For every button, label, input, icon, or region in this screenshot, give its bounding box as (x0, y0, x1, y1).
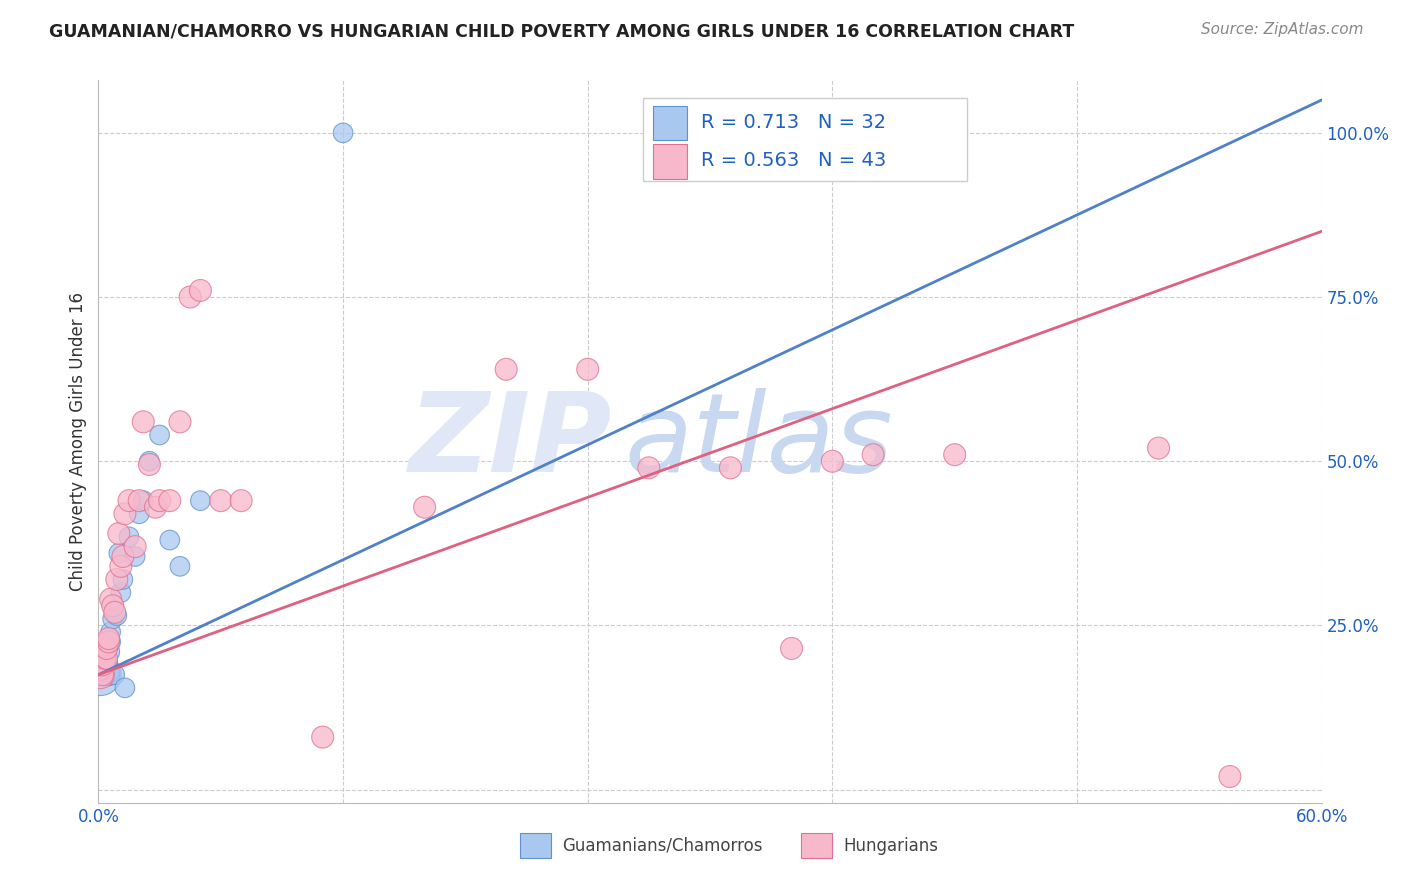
Point (105, 608, 128, 623)
Point (1219, 770, 1241, 784)
Point (91, 667, 114, 681)
FancyBboxPatch shape (652, 144, 686, 178)
Point (89, 661, 111, 675)
FancyBboxPatch shape (643, 98, 967, 181)
Point (179, 290, 201, 304)
Point (111, 573, 134, 587)
Point (97, 632, 120, 646)
Point (91, 657, 114, 672)
Point (110, 585, 132, 599)
Point (96, 667, 118, 681)
Point (93, 651, 115, 665)
Point (124, 540, 146, 554)
Point (149, 428, 172, 442)
Point (89, 661, 111, 675)
Point (104, 605, 127, 619)
Point (93, 638, 115, 652)
Point (108, 526, 131, 541)
Point (169, 559, 191, 574)
Point (110, 559, 132, 574)
Point (97, 667, 120, 681)
Point (96, 655, 118, 669)
Point (100, 592, 122, 607)
Point (91, 657, 114, 672)
Text: Hungarians: Hungarians (844, 837, 939, 855)
Text: Source: ZipAtlas.com: Source: ZipAtlas.com (1201, 22, 1364, 37)
Point (118, 493, 141, 508)
Point (111, 549, 134, 564)
Point (312, 730, 335, 744)
Point (100, 635, 122, 649)
Point (943, 448, 966, 462)
Y-axis label: Child Poverty Among Girls Under 16: Child Poverty Among Girls Under 16 (69, 292, 87, 591)
Point (104, 667, 127, 681)
Point (132, 493, 155, 508)
Point (97, 665, 120, 679)
Text: atlas: atlas (624, 388, 893, 495)
Point (188, 284, 212, 298)
FancyBboxPatch shape (652, 105, 686, 140)
Point (89, 667, 111, 681)
Point (862, 448, 884, 462)
Point (97, 635, 120, 649)
Point (209, 493, 232, 508)
Point (96, 641, 118, 656)
Point (132, 415, 155, 429)
Point (100, 625, 122, 640)
Point (138, 454, 160, 468)
Point (495, 362, 517, 376)
Point (105, 573, 128, 587)
Point (93, 667, 115, 681)
Point (91, 665, 114, 679)
Point (159, 533, 181, 547)
Point (93, 651, 115, 665)
Point (118, 530, 141, 544)
Point (149, 493, 172, 508)
Point (943, 126, 966, 140)
Text: ZIP: ZIP (409, 388, 612, 495)
Point (101, 612, 124, 626)
Text: GUAMANIAN/CHAMORRO VS HUNGARIAN CHILD POVERTY AMONG GIRLS UNDER 16 CORRELATION C: GUAMANIAN/CHAMORRO VS HUNGARIAN CHILD PO… (49, 22, 1074, 40)
Point (637, 460, 661, 475)
Point (124, 549, 146, 564)
Text: R = 0.563   N = 43: R = 0.563 N = 43 (702, 151, 887, 170)
Point (576, 362, 599, 376)
Point (114, 507, 136, 521)
Point (332, 126, 354, 140)
Point (101, 599, 124, 613)
Point (128, 507, 150, 521)
Point (96, 651, 118, 665)
Point (138, 458, 160, 472)
Point (89, 667, 111, 681)
Point (780, 641, 803, 656)
Point (145, 500, 167, 515)
Point (108, 546, 131, 560)
Point (114, 681, 136, 695)
Point (1147, 441, 1170, 455)
Text: Guamanians/Chamorros: Guamanians/Chamorros (562, 837, 763, 855)
Point (93, 661, 115, 675)
Point (718, 460, 742, 475)
Text: R = 0.713   N = 32: R = 0.713 N = 32 (702, 112, 887, 132)
Point (413, 500, 436, 515)
Point (159, 493, 181, 508)
Point (97, 645, 120, 659)
Point (188, 493, 212, 508)
Point (231, 493, 253, 508)
Point (169, 415, 191, 429)
Point (821, 454, 844, 468)
Point (128, 493, 150, 508)
